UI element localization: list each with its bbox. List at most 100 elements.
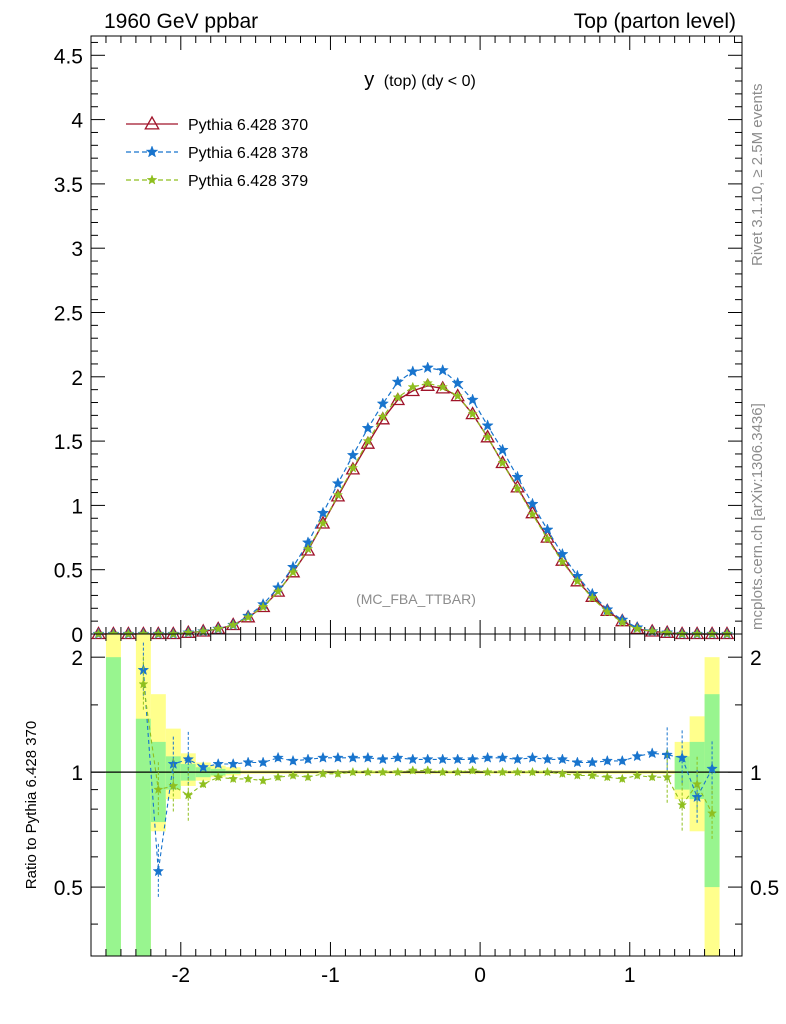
main-data-point [257,601,269,612]
ratio-data-point [692,778,703,789]
main-data-point [316,506,330,519]
main-ytick-label: 1 [71,495,83,518]
main-data-point [646,625,658,636]
ratio-data-point [662,771,673,782]
ratio-data-point [497,766,508,777]
ratio-data-point [571,756,584,768]
main-data-point [452,390,463,401]
plot-title-sub: (top) (dy < 0) [384,73,476,90]
main-ytick-label: 4.5 [54,45,83,68]
main-data-point [377,411,389,422]
ratio-xtick-label: -1 [321,964,340,987]
ratio-data-point [138,678,149,689]
ratio-data-point [213,771,224,782]
ratio-data-point [632,770,643,780]
side-label-rivet: Rivet 3.1.10, ≥ 2.5M events [749,84,766,267]
ratio-data-point [482,766,493,777]
ratio-data-point [152,865,165,877]
ratio-data-point [601,754,614,766]
ratio-panel: 0.5 0.5 1 1 2 2 -2 -1 0 1 [54,633,779,987]
main-data-point [212,623,224,634]
ratio-data-point [586,756,599,768]
ratio-data-point [616,754,629,766]
main-data-point [198,625,209,636]
main-data-point [541,523,554,536]
ratio-data-point [317,768,328,779]
main-data-point [347,462,359,473]
main-data-point [436,363,449,376]
ratio-data-point [212,757,224,769]
main-data-point [512,483,523,494]
ratio-data-point [242,756,254,768]
ratio-data-point [272,751,284,763]
main-data-point [272,586,284,596]
ratio-series-line [142,684,713,814]
ratio-data-point [228,773,239,784]
ratio-data-point [302,771,314,782]
main-panel: 0 0.5 1 1.5 2 2.5 3 3.5 4 4.5 [54,35,743,647]
ratio-data-point [452,766,463,777]
ratio-data-point [317,751,329,763]
legend-marker [144,115,160,130]
main-data-point [466,393,479,406]
ratio-data-point [512,766,523,777]
main-data-point [467,408,478,419]
ratio-data-point [421,753,434,765]
legend-label: Pythia 6.428 370 [188,117,308,134]
ratio-uncertainty-band-green [704,694,720,888]
ratio-data-point [332,751,344,763]
main-ytick-label: 2 [71,367,83,390]
ratio-data-point [527,766,538,777]
ratio-data-point [437,766,448,777]
ratio-data-point [183,789,194,800]
main-ytick-label: 4 [71,110,83,133]
legend-label: Pythia 6.428 378 [188,145,308,162]
ratio-uncertainty-band-green [105,657,121,956]
ratio-data-point [706,762,718,774]
main-data-point [420,377,436,391]
ratio-data-point [168,780,179,791]
main-data-point [557,556,568,567]
ratio-data-point [466,753,479,765]
ratio-data-point [617,773,628,784]
ratio-data-point [407,765,418,775]
main-data-point [332,489,344,500]
ratio-ytick-label-right: 1 [750,762,762,785]
ratio-data-point [287,754,299,766]
main-data-point [300,542,316,556]
ratio-uncertainty-band-green [135,718,151,956]
ratio-data-point [676,751,688,763]
main-data-point [406,365,419,377]
main-data-point [437,381,449,392]
ratio-data-point [347,751,359,763]
ratio-ytick-label: 2 [71,647,83,670]
ratio-data-point [646,747,658,759]
ratio-data-point [392,751,404,763]
side-label-mcplots: mcplots.cern.ch [arXiv:1306.3436] [749,403,766,630]
ratio-data-point [377,766,388,777]
ratio-data-point [511,753,524,765]
header-right-title: Top (parton level) [574,10,736,33]
main-data-point [182,627,194,638]
main-data-point [392,391,404,402]
ratio-data-point [347,766,359,777]
main-ytick-label: 3 [71,238,83,261]
main-data-point [585,588,600,602]
ratio-data-point [273,771,284,782]
ratio-data-point [467,765,478,775]
main-ytick-label: 0 [71,624,83,647]
main-data-point [451,376,464,389]
ratio-data-point [288,770,299,780]
ratio-data-point [362,766,373,777]
main-data-point [330,488,346,502]
main-data-point [317,517,329,528]
main-data-point [525,505,540,519]
ratio-data-point [243,773,254,784]
ratio-data-point [377,753,389,765]
main-data-point [376,397,389,410]
ratio-data-point [153,784,164,794]
ratio-data-point [302,753,314,765]
ratio-ytick-label: 0.5 [54,877,83,900]
ratio-data-point [197,761,210,773]
